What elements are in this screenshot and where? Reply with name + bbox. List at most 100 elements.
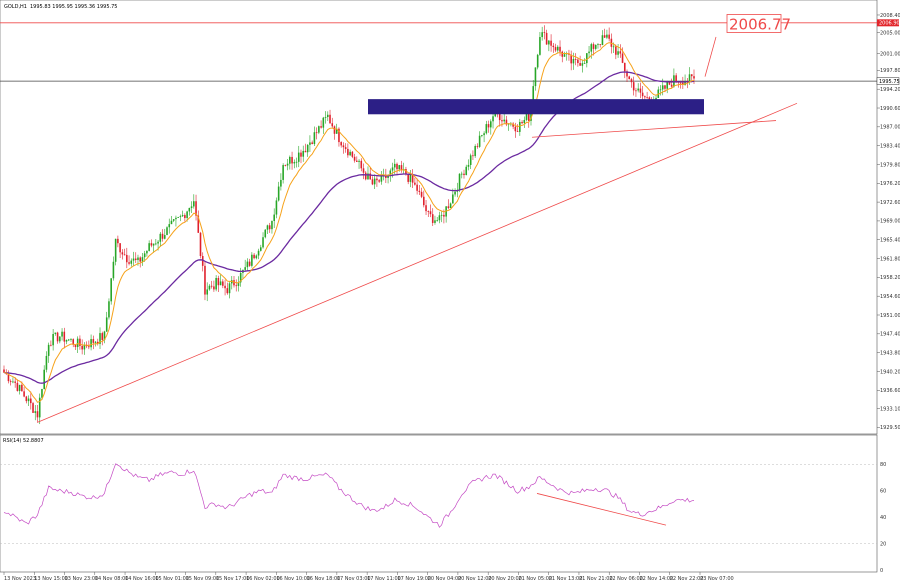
price-tick-label: 1983.40 [880,143,900,149]
candle-body [235,285,238,287]
rsi-tick-label: 60 [880,489,886,495]
candle-body [146,250,148,254]
candle-body [690,74,693,77]
candle-body [228,283,231,294]
price-tick-label: 1987.00 [880,125,900,131]
resistance-price-label: 2006.90 [879,21,900,27]
candle-body [335,128,338,134]
candle-body [487,124,490,128]
price-tick-label: 1965.40 [880,238,900,244]
candle-body [552,45,555,48]
candle-body [641,92,644,97]
candle-body [391,167,394,171]
time-tick-label: 20 Nov 12:00 [458,576,492,582]
candle-body [322,117,325,128]
price-tick-label: 1997.80 [880,68,900,74]
time-tick-label: 23 Nov 07:00 [700,576,734,582]
candle-body [112,261,115,279]
candle-body [474,146,476,157]
price-tick-label: 1994.20 [880,87,900,93]
ascending-trendline [37,102,798,423]
candle-body [476,146,479,147]
candle-body [458,173,461,190]
candle-body [664,85,666,89]
candle-body [126,254,128,263]
time-tick-label: 21 Nov 13:00 [549,576,583,582]
candle-body [411,174,414,183]
candle-body [168,224,171,228]
price-tick-label: 1961.80 [880,256,900,262]
time-tick-label: 22 Nov 22:00 [670,576,704,582]
candle-body [141,257,144,262]
candle-body [469,155,472,165]
candle-body [74,344,77,348]
candle-body [418,190,421,192]
candle-body [128,262,130,264]
candle-body [447,206,450,209]
candle-body [137,257,139,261]
time-tick-label: 15 Nov 17:00 [216,576,250,582]
candle-body [224,285,226,289]
candle-body [266,225,269,230]
candle-body [12,381,14,383]
candle-body [56,332,59,342]
candle-body [498,112,501,121]
candle-body [61,331,63,337]
candle-body [693,76,695,79]
price-tick-label: 1929.50 [880,425,900,431]
time-tick-label: 21 Nov 05:00 [518,576,552,582]
candle-body [682,82,684,85]
candle-body [485,124,488,134]
candle-body [121,252,124,255]
candle-body [255,255,258,259]
candle-body [155,243,157,245]
rsi-tick-label: 80 [880,462,886,468]
candle-body [150,243,153,246]
candle-body [610,38,613,47]
candle-body [313,132,316,144]
candle-body [201,256,204,266]
candle-body [338,128,340,143]
candle-body [3,369,5,373]
candle-body [157,241,159,244]
candle-body [132,258,135,261]
price-tick-label: 1947.40 [880,332,900,338]
candle-body [594,44,597,49]
candle-body [398,165,401,170]
candle-body [21,384,23,392]
candle-body [454,191,456,195]
price-tick-label: 1933.10 [880,406,900,412]
candle-body [646,97,648,99]
candle-body [440,214,443,216]
candle-body [179,216,182,218]
candle-body [635,90,637,92]
candle-body [460,173,463,175]
candle-body [362,168,365,173]
candle-body [190,206,193,208]
candle-body [367,173,369,180]
candle-body [561,51,564,57]
candle-body [32,403,34,413]
candle-body [195,201,197,216]
demand-zone [368,99,704,115]
price-tick-label: 2001.00 [880,51,900,57]
candle-body [583,63,586,64]
candle-body [186,211,188,219]
candle-body [597,44,599,46]
price-tick-label: 1936.60 [880,388,900,394]
candle-body [463,173,465,176]
candle-body [76,338,79,348]
candle-body [329,114,331,124]
candle-body [152,243,155,246]
candle-body [300,152,302,157]
time-tick-label: 14 Nov 08:00 [95,576,129,582]
candle-body [311,142,313,144]
price-tick-label: 2005.00 [880,31,900,37]
time-tick-label: 13 Nov 2023 [4,576,36,582]
candle-body [541,32,543,38]
candle-body [342,145,345,148]
candle-body [333,126,336,134]
candle-body [369,173,372,180]
candle-body [358,160,360,162]
